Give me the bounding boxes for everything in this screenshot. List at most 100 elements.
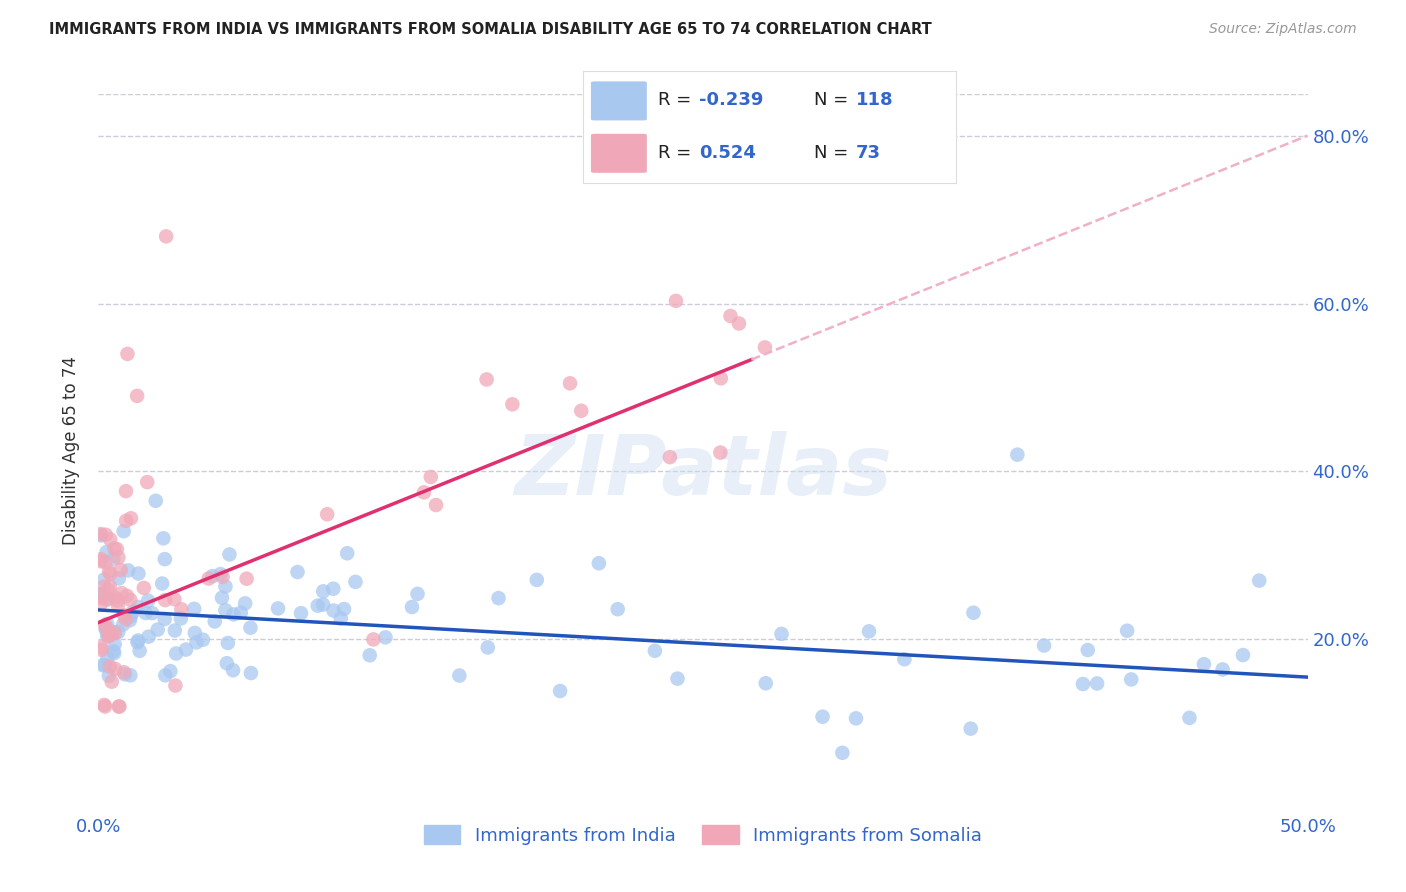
Point: [163, 624, 186, 638]
Point: [90, 527, 112, 541]
Point: [112, 617, 135, 632]
Point: [132, 581, 155, 595]
Point: [1192, 657, 1215, 672]
Point: [107, 624, 129, 639]
Point: [98, 533, 121, 547]
Point: [93, 573, 115, 587]
Text: ZIPatlas: ZIPatlas: [515, 432, 891, 512]
Point: [155, 229, 177, 244]
Point: [97, 591, 120, 606]
Point: [108, 571, 131, 585]
Point: [127, 389, 149, 403]
Point: [94, 699, 117, 714]
Point: [201, 569, 224, 583]
Point: [90, 643, 112, 657]
Point: [100, 674, 122, 689]
Point: [831, 746, 853, 760]
Point: [858, 624, 880, 639]
Point: [406, 587, 429, 601]
Point: [135, 606, 157, 620]
Point: [115, 514, 138, 528]
Point: [962, 606, 984, 620]
Point: [104, 626, 127, 640]
Point: [103, 541, 125, 556]
Point: [558, 376, 581, 391]
Point: [644, 644, 666, 658]
Point: [90, 587, 112, 601]
Point: [312, 598, 335, 612]
Point: [127, 635, 149, 649]
Point: [97, 582, 120, 597]
Point: [103, 625, 125, 640]
Point: [893, 652, 915, 666]
Point: [115, 484, 138, 499]
Point: [120, 511, 142, 525]
Point: [475, 372, 498, 386]
Point: [94, 527, 117, 541]
Point: [155, 668, 177, 682]
Point: [136, 475, 159, 490]
Point: [108, 699, 131, 714]
Point: [569, 404, 592, 418]
Point: [214, 579, 236, 593]
Point: [170, 611, 193, 625]
Point: [120, 609, 142, 624]
Point: [94, 555, 117, 569]
Point: [811, 709, 834, 723]
Point: [754, 340, 776, 354]
Point: [153, 593, 176, 607]
Point: [211, 570, 233, 584]
Point: [96, 650, 118, 665]
Point: [96, 617, 118, 632]
Point: [209, 567, 232, 582]
Point: [239, 621, 262, 635]
Point: [127, 633, 149, 648]
Point: [217, 636, 239, 650]
Point: [153, 552, 176, 566]
Point: [152, 531, 174, 545]
Point: [97, 628, 120, 642]
Point: [204, 615, 226, 629]
Point: [112, 608, 135, 623]
Point: [104, 591, 127, 605]
Point: [117, 563, 139, 577]
Point: [413, 485, 436, 500]
Point: [845, 711, 868, 725]
Point: [96, 545, 118, 559]
Point: [93, 698, 115, 712]
Point: [229, 606, 252, 620]
Point: [1007, 448, 1029, 462]
Point: [770, 627, 793, 641]
Point: [449, 668, 471, 682]
Point: [105, 542, 128, 557]
Point: [96, 620, 118, 634]
Point: [165, 647, 187, 661]
Point: [170, 602, 193, 616]
Point: [96, 629, 118, 643]
Point: [526, 573, 548, 587]
Point: [159, 664, 181, 678]
Point: [145, 493, 167, 508]
Point: [322, 582, 344, 596]
Point: [728, 317, 751, 331]
Text: N =: N =: [814, 145, 855, 162]
Point: [215, 657, 238, 671]
Point: [666, 672, 689, 686]
Point: [359, 648, 381, 663]
Point: [709, 445, 731, 459]
Point: [211, 591, 233, 605]
Point: [606, 602, 628, 616]
Point: [98, 566, 121, 581]
Point: [267, 601, 290, 615]
Text: 118: 118: [855, 91, 893, 110]
Point: [112, 665, 135, 680]
Point: [665, 293, 688, 308]
Point: [163, 592, 186, 607]
Point: [90, 589, 112, 603]
Point: [1212, 663, 1234, 677]
Point: [720, 309, 742, 323]
Point: [153, 612, 176, 626]
Point: [322, 603, 344, 617]
Point: [1033, 639, 1056, 653]
Point: [94, 623, 117, 637]
